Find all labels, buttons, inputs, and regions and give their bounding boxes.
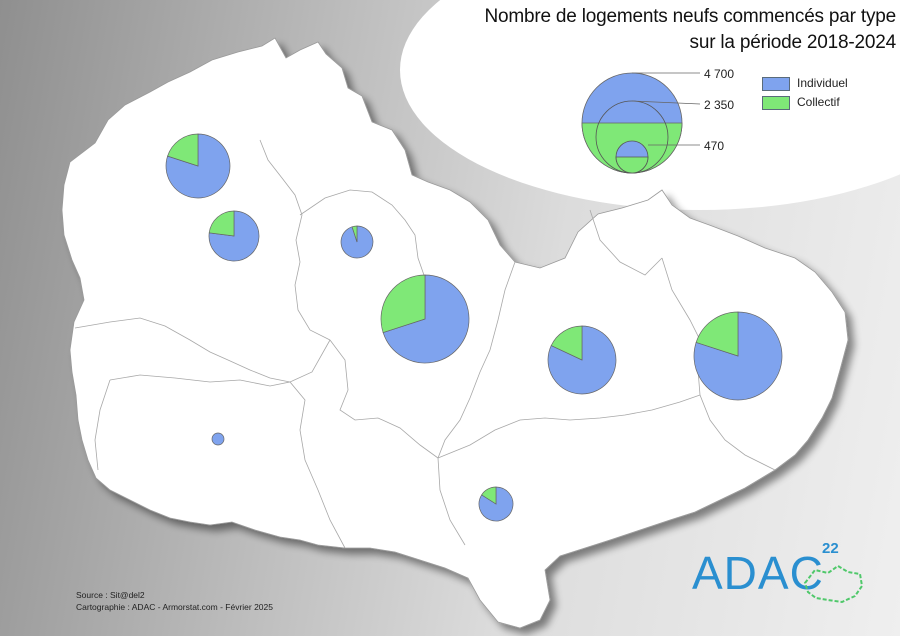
- legend-size-mid: 2 350: [704, 98, 735, 112]
- pie-east: [693, 311, 783, 401]
- pie-south-west: [211, 432, 225, 446]
- pie-west-collectif: [208, 210, 235, 237]
- subregion-boundaries: [74, 139, 776, 549]
- legend-circle-small-col: [615, 156, 649, 174]
- pie-south-collectif: [481, 486, 497, 505]
- legend-swatch-individuel: [762, 77, 790, 91]
- legend-size-large: 4 700: [704, 67, 735, 81]
- title-line-1: Nombre de logements neufs commencés par …: [484, 6, 896, 27]
- pie-west-individuel: [208, 210, 260, 262]
- legend-label-collectif: Collectif: [797, 95, 840, 109]
- credits-cartographie: Cartographie : ADAC - Armorstat.com - Fé…: [76, 602, 273, 612]
- size-legend: [581, 72, 701, 174]
- title-line-2: sur la période 2018-2024: [689, 32, 897, 53]
- pie-south-west-individuel: [211, 432, 225, 446]
- pie-north-centre-collectif: [351, 225, 358, 243]
- pie-west: [208, 210, 260, 262]
- pie-north-west-collectif: [167, 133, 199, 167]
- logo-map-icon: [803, 564, 864, 604]
- legend-label-individuel: Individuel: [797, 76, 848, 90]
- pie-east-collectif: [695, 311, 739, 357]
- legend-size-small: 470: [704, 139, 725, 153]
- pie-east-centre-individuel: [547, 325, 617, 395]
- pie-south: [478, 486, 514, 522]
- pie-east-centre-collectif: [550, 325, 583, 361]
- legend-swatch-collectif: [762, 96, 790, 110]
- adac-logo: ADAC 22: [692, 540, 872, 608]
- pie-centre: [380, 274, 470, 364]
- logo-superscript: 22: [822, 540, 839, 557]
- logo-text: ADAC: [692, 547, 824, 599]
- legend-leader-2: [631, 100, 701, 105]
- map-title: Nombre de logements neufs commencés par …: [376, 4, 896, 56]
- pie-centre-individuel: [382, 274, 470, 364]
- pie-north-centre: [340, 225, 374, 259]
- pie-north-west: [165, 133, 231, 199]
- pie-east-centre: [547, 325, 617, 395]
- pie-centre-collectif: [380, 274, 426, 334]
- credits: Source : Sit@del2 Cartographie : ADAC - …: [76, 589, 273, 613]
- pie-layer: [165, 133, 783, 522]
- credits-source: Source : Sit@del2: [76, 590, 145, 600]
